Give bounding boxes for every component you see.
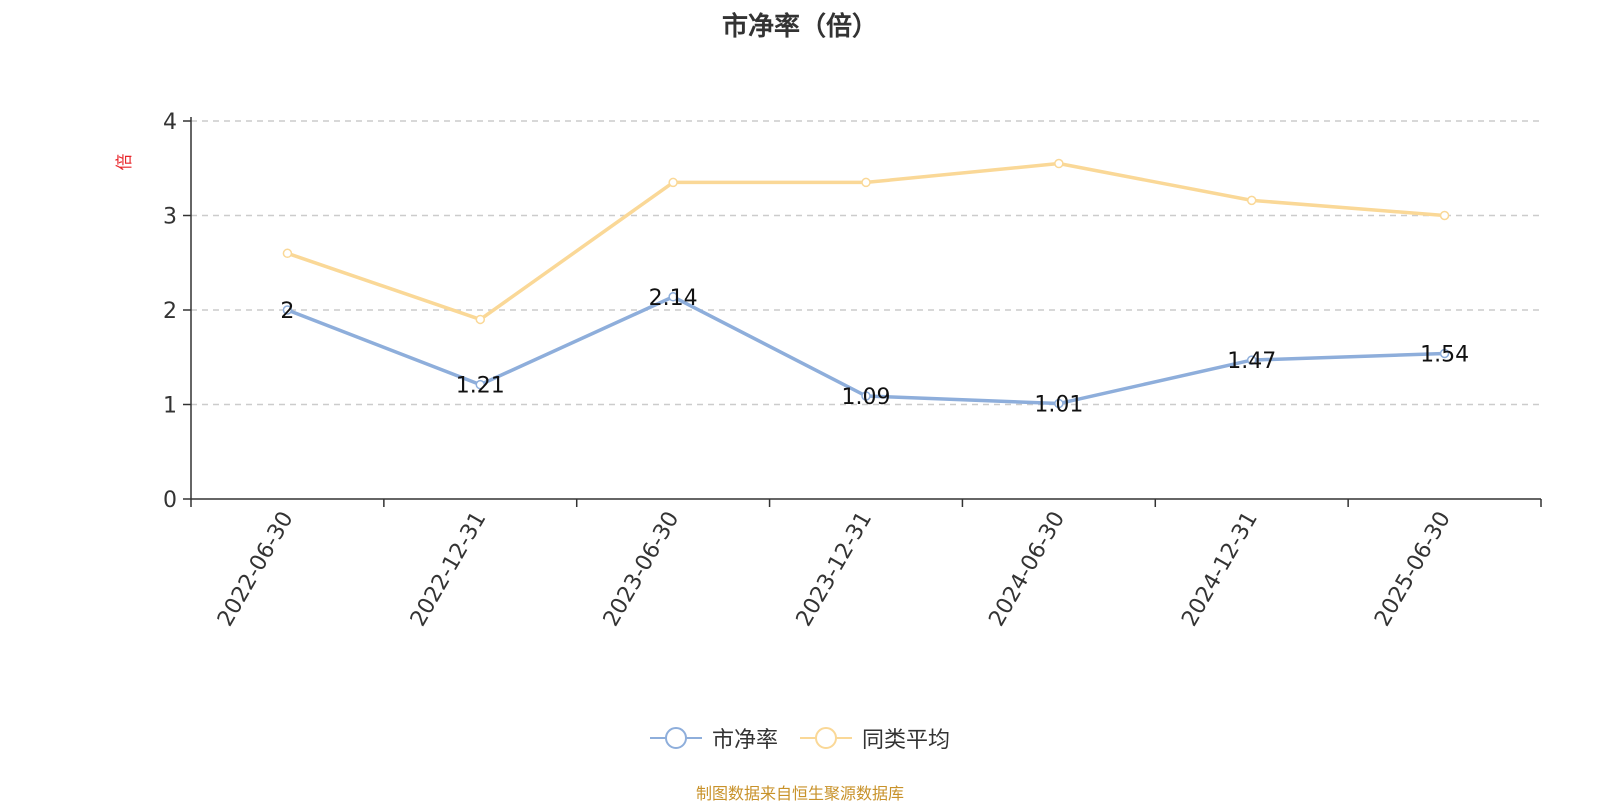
x-tick-label: 2023-12-31 [792, 508, 878, 631]
y-tick-label: 0 [163, 488, 177, 513]
x-tick-label: 2022-12-31 [406, 508, 492, 631]
legend-line-circle-icon [800, 727, 852, 749]
data-point [668, 292, 678, 302]
data-label: 2.14 [649, 286, 698, 311]
series-lines [282, 158, 1450, 409]
y-tick-label: 1 [163, 394, 177, 419]
data-point [1246, 355, 1257, 365]
y-axis-label: 倍 [115, 154, 135, 171]
data-point [1054, 398, 1064, 409]
data-labels: 2 1.21 2.14 1.09 1.01 1.47 1.54 [280, 286, 1469, 418]
data-label: 1.21 [456, 374, 505, 399]
legend-item-pb[interactable]: 市净率 [649, 722, 778, 754]
legend-label-pb: 市净率 [711, 728, 778, 753]
legend-label-peer-average: 同类平均 [862, 728, 951, 753]
x-tick-label: 2025-06-30 [1370, 508, 1456, 631]
data-point [475, 379, 486, 390]
data-source-note: 制图数据来自恒生聚源数据库 [695, 784, 904, 803]
y-tick-label: 4 [163, 110, 177, 135]
x-tick-label: 2023-06-30 [599, 508, 685, 631]
data-label: 1.09 [842, 385, 891, 410]
data-point [1054, 158, 1064, 169]
x-tick-label: 2024-12-31 [1177, 508, 1263, 631]
axes: 0 1 2 3 4 2022-06-30 2022-12-31 2023-06-30 2023-… [115, 110, 1542, 631]
data-point [861, 391, 871, 401]
data-label: 2 [280, 299, 294, 324]
data-point [1439, 210, 1450, 221]
y-tick-label: 2 [163, 299, 177, 324]
legend-item-peer-average[interactable]: 同类平均 [800, 722, 950, 754]
data-point [861, 177, 871, 188]
data-point [1439, 348, 1450, 359]
x-tick-label: 2024-06-30 [984, 508, 1070, 631]
data-label: 1.01 [1034, 393, 1083, 418]
data-label: 1.54 [1420, 342, 1469, 367]
y-tick-label: 3 [163, 205, 177, 230]
data-point [282, 305, 293, 315]
x-tick-label: 2022-06-30 [213, 508, 299, 631]
legend: 市净率 同类平均 [0, 722, 1600, 754]
data-point [1246, 195, 1257, 206]
data-point [475, 314, 486, 325]
grid-lines [191, 120, 1541, 406]
legend-line-circle-icon [649, 727, 702, 749]
data-label: 1.47 [1227, 349, 1276, 374]
data-point [668, 177, 678, 188]
data-point [282, 248, 293, 259]
chart-title: 市净率（倍） [721, 12, 878, 42]
